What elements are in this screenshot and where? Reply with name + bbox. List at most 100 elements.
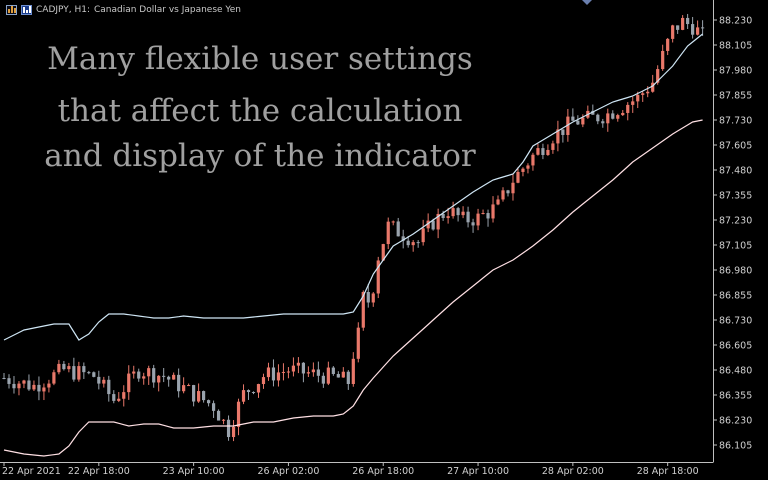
- bear-candle: [316, 369, 320, 376]
- chart-header: CADJPY, H1: Canadian Dollar vs Japanese …: [6, 3, 241, 17]
- time-tick-label: 23 Apr 10:00: [163, 466, 225, 477]
- bull-candle: [556, 129, 560, 144]
- bull-candle: [197, 391, 201, 402]
- trading-icon[interactable]: [21, 5, 32, 15]
- bear-candle: [177, 374, 181, 392]
- bull-candle: [426, 220, 430, 229]
- bull-candle: [117, 398, 121, 401]
- bull-candle: [621, 112, 625, 116]
- chart-window-icon[interactable]: [6, 5, 17, 15]
- bull-candle: [127, 373, 131, 393]
- bull-candle: [631, 101, 635, 105]
- price-tick-label: 87.480: [719, 166, 752, 177]
- bear-candle: [401, 236, 405, 241]
- bull-candle: [291, 365, 296, 372]
- bear-candle: [701, 27, 705, 29]
- bear-candle: [82, 366, 86, 373]
- bull-candle: [356, 327, 360, 359]
- overlay-line-3: and display of the indicator: [44, 138, 476, 174]
- bear-candle: [486, 213, 490, 219]
- bull-candle: [17, 383, 21, 389]
- bull-candle: [236, 401, 241, 427]
- bull-candle: [122, 392, 126, 399]
- time-tick-label: 28 Apr 02:00: [542, 466, 604, 477]
- bull-candle: [641, 93, 645, 95]
- bear-candle: [611, 113, 615, 119]
- bull-candle: [42, 387, 46, 392]
- bull-candle: [411, 242, 415, 246]
- bull-candle: [696, 27, 700, 35]
- bull-candle: [461, 211, 465, 216]
- price-tick-label: 86.355: [719, 391, 752, 402]
- bear-candle: [72, 366, 76, 380]
- bear-candle: [471, 222, 475, 226]
- time-tick-label: 22 Apr 18:00: [68, 466, 130, 477]
- bear-candle: [167, 376, 171, 380]
- bear-candle: [216, 410, 221, 421]
- bull-candle: [281, 371, 286, 373]
- bull-candle: [147, 368, 151, 377]
- bear-candle: [2, 378, 6, 379]
- bear-candle: [431, 220, 435, 230]
- bull-candle: [606, 113, 610, 124]
- bull-candle: [421, 228, 425, 243]
- bull-candle: [266, 367, 271, 378]
- bull-candle: [261, 377, 266, 385]
- bear-candle: [686, 17, 690, 25]
- bull-candle: [551, 143, 555, 150]
- upper-band-line: [3, 33, 703, 341]
- bull-candle: [646, 91, 650, 94]
- bear-candle: [331, 367, 335, 375]
- price-tick-label: 88.105: [719, 41, 752, 52]
- bull-candle: [481, 213, 485, 215]
- bull-candle: [52, 372, 56, 384]
- bull-candle: [446, 216, 450, 219]
- bear-candle: [27, 380, 31, 390]
- chart-shift-marker-icon[interactable]: [582, 0, 592, 5]
- bear-candle: [137, 371, 141, 379]
- bull-candle: [77, 366, 81, 380]
- bull-candle: [311, 369, 315, 373]
- bear-candle: [506, 190, 510, 194]
- bear-candle: [366, 292, 370, 303]
- bear-candle: [246, 390, 251, 393]
- bull-candle: [566, 116, 570, 135]
- bear-candle: [107, 379, 111, 395]
- bull-candle: [326, 367, 330, 384]
- bull-candle: [536, 148, 540, 155]
- bull-candle: [521, 168, 525, 172]
- bear-candle: [601, 121, 605, 124]
- bull-candle: [656, 69, 660, 83]
- bull-candle: [47, 383, 51, 388]
- bear-candle: [576, 120, 580, 125]
- price-tick-label: 87.105: [719, 241, 752, 252]
- bull-candle: [341, 371, 345, 378]
- bull-candle: [476, 213, 480, 226]
- lower-band-line: [3, 119, 703, 457]
- bear-candle: [97, 376, 101, 384]
- bear-candle: [112, 394, 116, 401]
- bear-candle: [396, 221, 400, 237]
- bear-candle: [691, 24, 695, 35]
- bull-candle: [516, 171, 520, 183]
- bull-candle: [436, 213, 440, 230]
- bear-candle: [12, 383, 16, 389]
- bear-candle: [591, 110, 595, 115]
- bear-candle: [466, 211, 470, 223]
- bull-candle: [376, 260, 380, 294]
- bear-candle: [162, 375, 166, 377]
- bear-candle: [406, 240, 410, 246]
- bear-candle: [37, 384, 41, 392]
- price-tick-label: 87.230: [719, 216, 752, 227]
- bull-candle: [306, 372, 310, 374]
- price-tick-label: 87.355: [719, 191, 752, 202]
- price-tick-label: 86.730: [719, 316, 752, 327]
- time-tick-label: 26 Apr 18:00: [352, 466, 414, 477]
- price-tick-label: 88.230: [719, 16, 752, 27]
- bull-candle: [32, 384, 36, 390]
- price-tick-label: 87.980: [719, 66, 752, 77]
- bull-candle: [132, 371, 136, 374]
- price-tick-label: 86.855: [719, 291, 752, 302]
- bear-candle: [271, 367, 276, 381]
